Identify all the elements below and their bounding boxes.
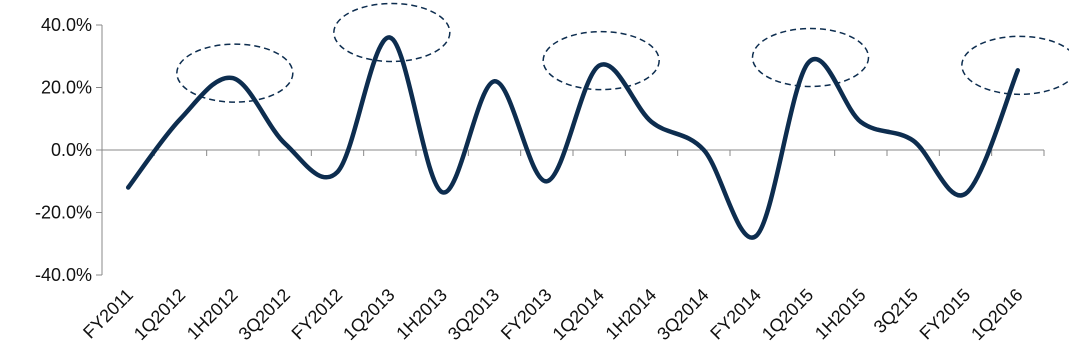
highlight-ellipse [542,30,660,91]
y-tick-label: 0.0% [51,140,92,160]
x-tick-label: 1H2015 [811,285,870,344]
x-tick-label: 3Q2014 [653,285,712,344]
data-point [754,234,758,238]
highlight-ellipse [176,43,294,103]
x-tick-label: 1Q2016 [967,285,1026,344]
x-tick-label: 3Q2013 [444,285,503,344]
x-axis: FY20111Q20121H20123Q2012FY20121Q20131H20… [79,149,1045,344]
data-point [964,192,968,196]
data-point [388,36,392,40]
x-tick-label: 1Q2015 [758,285,817,344]
data-point [597,64,601,68]
data-point [283,142,287,146]
data-point [911,139,915,143]
highlight-ellipse [333,2,451,63]
highlight-ellipse [961,35,1069,96]
x-tick-label: 3Q2012 [235,285,294,344]
y-tick-label: -40.0% [35,265,92,285]
data-point [336,170,340,174]
x-tick-label: 1H2012 [183,285,242,344]
data-point [126,186,130,190]
highlight-ellipse [751,27,870,88]
x-tick-label: FY2011 [79,285,137,343]
data-point [545,179,549,183]
y-axis: 40.0% 20.0% 0.0% -20.0% -40.0% [35,15,103,285]
highlight-layer [176,2,1069,103]
x-tick-label: 1Q2014 [549,285,608,344]
series-line [125,35,1021,240]
data-point [807,61,811,65]
x-tick-label: FY2014 [706,285,765,344]
data-point [1016,68,1020,72]
data-point [859,120,863,124]
data-point [231,76,235,80]
y-tick-label: 40.0% [41,15,92,35]
data-point [650,120,654,124]
data-point [440,190,444,194]
x-tick-label: 1Q2012 [130,285,189,344]
y-tick-label: 20.0% [41,78,92,98]
x-tick-label: 1Q2013 [339,285,398,344]
x-tick-label: 3Q215 [870,285,922,337]
series-layer [125,35,1021,240]
x-tick-label: 1H2014 [602,285,661,344]
x-tick-label: FY2012 [288,285,347,344]
x-tick-label: 1H2013 [392,285,451,344]
data-point [493,79,497,83]
x-tick-label: FY2013 [497,285,556,344]
y-tick-label: -20.0% [35,203,92,223]
data-point [702,148,706,152]
data-point [179,117,183,121]
x-tick-label: FY2015 [916,285,975,344]
